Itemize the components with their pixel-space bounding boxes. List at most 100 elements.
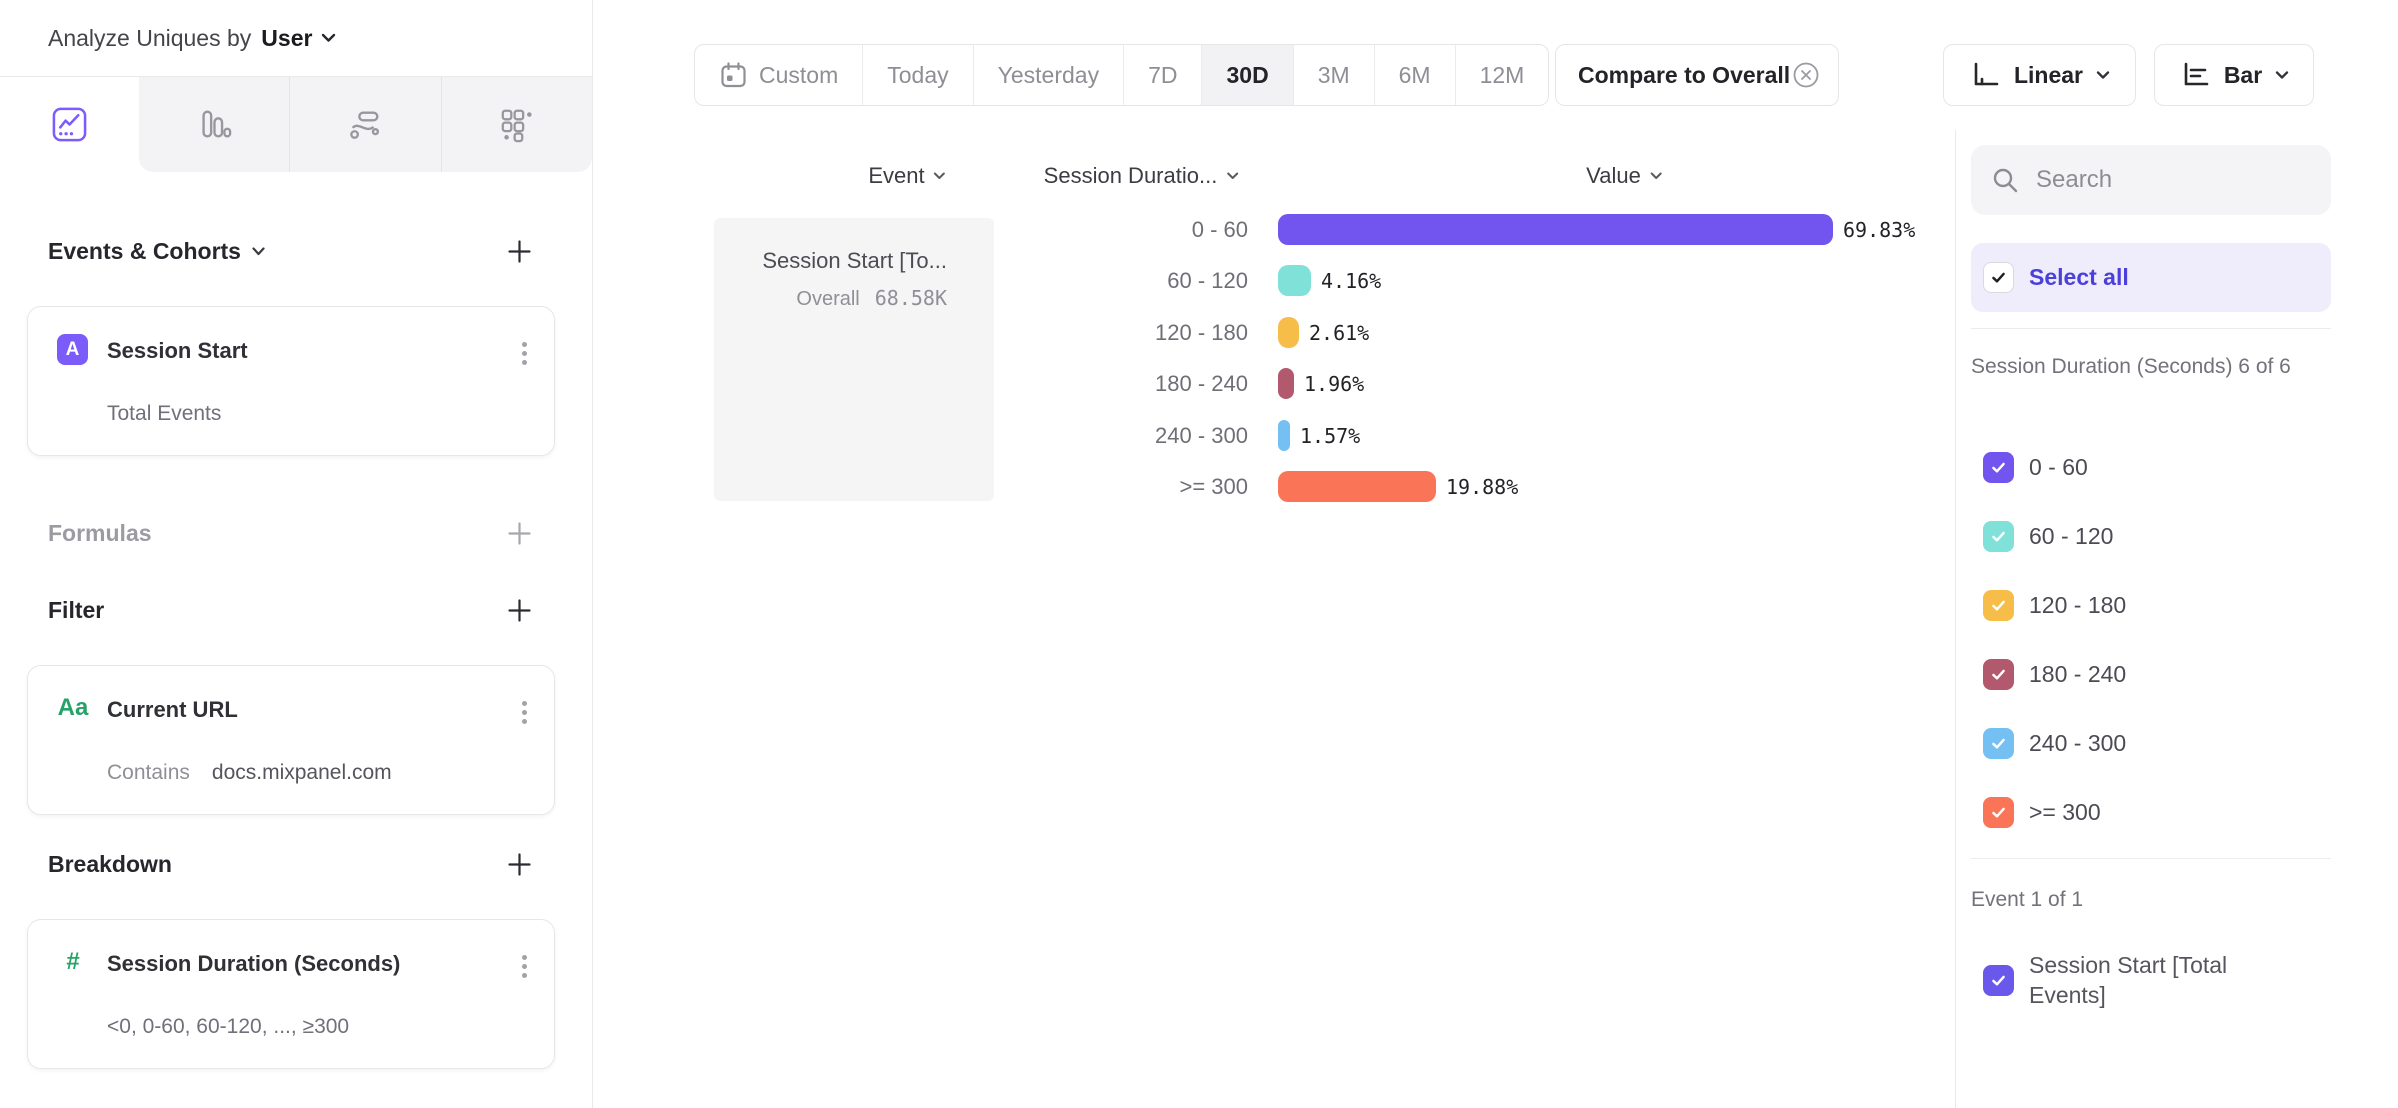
bucket-label: 120 - 180 <box>1155 319 1248 345</box>
chevron-down-icon <box>934 172 946 179</box>
bar[interactable] <box>1278 420 1290 451</box>
column-header-event[interactable]: Event <box>868 163 946 189</box>
segment-legend-item[interactable]: 0 - 60 <box>1983 452 2126 483</box>
overall-label: Overall <box>796 288 860 310</box>
date-range-option[interactable]: 30D <box>1201 45 1293 105</box>
chevron-down-icon <box>2276 70 2289 79</box>
date-range-option[interactable]: 12M <box>1454 45 1549 105</box>
bar[interactable] <box>1278 214 1833 245</box>
segment-legend-item[interactable]: 60 - 120 <box>1983 521 2126 552</box>
bar[interactable] <box>1278 471 1436 502</box>
select-all-row[interactable]: Select all <box>1971 243 2331 312</box>
segment-legend-item[interactable]: >= 300 <box>1983 797 2126 828</box>
segment-checkbox[interactable] <box>1983 521 2014 552</box>
visualization-tab-strip <box>0 77 592 172</box>
filter-card-title: Current URL <box>107 697 238 722</box>
event-letter-badge: A <box>57 334 88 365</box>
bar-value-label: 1.57% <box>1300 423 1361 448</box>
tab-flow[interactable] <box>289 77 440 172</box>
breakdown-group-label: Session Duration (Seconds) 6 of 6 <box>1971 355 2291 378</box>
add-event-button[interactable] <box>502 234 536 268</box>
event-checkbox[interactable] <box>1983 964 2014 996</box>
check-icon <box>1992 975 2005 986</box>
linear-axis-icon <box>1974 62 1999 86</box>
overall-value: 68.58K <box>874 286 947 310</box>
calendar-icon <box>721 61 746 87</box>
search-input[interactable] <box>2036 166 2296 194</box>
string-property-icon: Aa <box>57 694 89 721</box>
search-icon <box>1993 168 2018 193</box>
scale-dropdown[interactable]: Linear <box>1943 44 2136 106</box>
events-cohorts-title[interactable]: Events & Cohorts <box>48 238 265 265</box>
chart-row: 120 - 180 2.61% <box>1034 317 1955 348</box>
segment-checkbox[interactable] <box>1983 797 2014 828</box>
segment-checkbox[interactable] <box>1983 452 2014 483</box>
segment-checkbox[interactable] <box>1983 659 2014 690</box>
breakdown-card-buckets[interactable]: <0, 0-60, 60-120, ..., ≥300 <box>107 1015 350 1038</box>
date-range-option[interactable]: Custom <box>695 45 862 105</box>
add-formula-button[interactable] <box>502 516 536 550</box>
date-range-option[interactable]: Today <box>862 45 972 105</box>
select-all-checkbox[interactable] <box>1983 262 2014 293</box>
event-card-menu-button[interactable] <box>517 337 532 370</box>
plus-icon <box>507 521 531 545</box>
filter-card-menu-button[interactable] <box>517 696 532 729</box>
event-legend-item[interactable]: Session Start [Total Events] <box>1983 950 2297 1010</box>
segment-legend-item[interactable]: 240 - 300 <box>1983 728 2126 759</box>
bar-value-label: 1.96% <box>1304 371 1365 396</box>
date-range-option[interactable]: 7D <box>1123 45 1201 105</box>
retention-grid-icon <box>501 109 532 142</box>
filter-card-current-url[interactable]: Aa Current URL Contains docs.mixpanel.com <box>27 665 555 815</box>
tab-bar-chart[interactable] <box>139 77 289 172</box>
remove-compare-icon[interactable] <box>1792 61 1820 89</box>
bar[interactable] <box>1278 317 1299 348</box>
segment-filter-sidebar: Select all Session Duration (Seconds) 6 … <box>1956 130 2398 1108</box>
analyze-by-dropdown[interactable]: User <box>261 25 336 52</box>
add-filter-button[interactable] <box>502 593 536 627</box>
add-breakdown-button[interactable] <box>502 847 536 881</box>
breakdown-card-session-duration[interactable]: # Session Duration (Seconds) <0, 0-60, 6… <box>27 919 555 1069</box>
divider <box>1971 858 2331 859</box>
compare-to-overall-chip[interactable]: Compare to Overall <box>1555 44 1839 106</box>
date-range-option[interactable]: 3M <box>1292 45 1374 105</box>
check-icon <box>1992 807 2005 818</box>
filter-card-condition[interactable]: Contains docs.mixpanel.com <box>107 761 392 785</box>
event-group-count-label: Event 1 of 1 <box>1971 888 2084 911</box>
query-builder-panel: Analyze Uniques by User <box>0 0 593 1108</box>
date-range-option[interactable]: 6M <box>1373 45 1455 105</box>
segment-checkbox[interactable] <box>1983 590 2014 621</box>
segment-checkbox-list: 0 - 60 60 - 120 120 - 180 180 - 240 240 … <box>1983 452 2126 828</box>
chart-row: >= 300 19.88% <box>1034 471 1955 502</box>
event-group-cell[interactable]: Session Start [To... Overall 68.58K <box>714 218 994 501</box>
bar-value-label: 69.83% <box>1843 217 1916 242</box>
segment-legend-item[interactable]: 120 - 180 <box>1983 590 2126 621</box>
event-card-subtitle[interactable]: Total Events <box>107 402 222 425</box>
filter-operator: Contains <box>107 761 190 784</box>
date-range-label: 6M <box>1398 61 1431 88</box>
check-icon <box>1992 272 2005 283</box>
number-property-icon: # <box>66 948 80 975</box>
date-range-label: 30D <box>1226 61 1269 88</box>
column-header-breakdown[interactable]: Session Duratio... <box>1044 163 1239 189</box>
date-range-option[interactable]: Yesterday <box>972 45 1123 105</box>
bucket-label: 180 - 240 <box>1155 370 1248 396</box>
date-range-label: Today <box>887 61 949 88</box>
column-header-value[interactable]: Value <box>1586 163 1662 189</box>
chart-row: 240 - 300 1.57% <box>1034 420 1955 451</box>
bar[interactable] <box>1278 368 1294 399</box>
tab-insights[interactable] <box>0 77 139 172</box>
segment-search[interactable] <box>1971 145 2331 215</box>
bar[interactable] <box>1278 265 1311 296</box>
segment-checkbox[interactable] <box>1983 728 2014 759</box>
chart-type-dropdown[interactable]: Bar <box>2154 44 2314 106</box>
date-range-label: Yesterday <box>997 61 1100 88</box>
chevron-down-icon <box>2096 70 2110 79</box>
tab-retention[interactable] <box>440 77 592 172</box>
breakdown-card-menu-button[interactable] <box>517 950 532 983</box>
breakdown-title: Breakdown <box>48 850 172 877</box>
event-card-session-start[interactable]: A Session Start Total Events <box>27 306 555 456</box>
chart-row: 180 - 240 1.96% <box>1034 368 1955 399</box>
segment-legend-item[interactable]: 180 - 240 <box>1983 659 2126 690</box>
check-icon <box>1992 462 2005 473</box>
